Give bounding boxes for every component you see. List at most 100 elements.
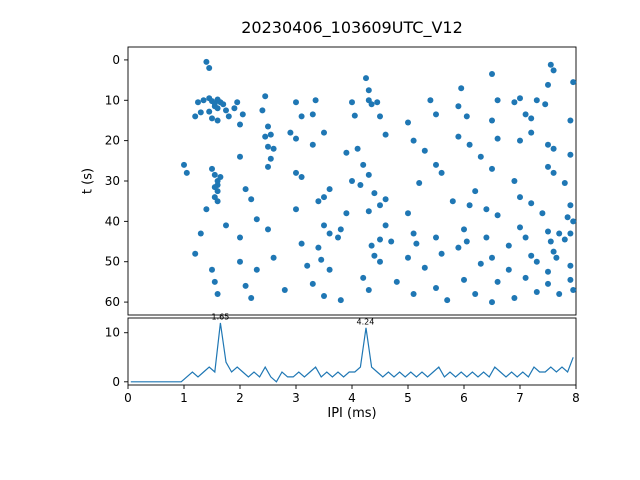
- data-point: [517, 224, 523, 231]
- data-point: [528, 129, 535, 136]
- data-point: [463, 113, 470, 120]
- data-point: [197, 109, 204, 116]
- data-point: [545, 280, 551, 287]
- data-point: [351, 112, 358, 119]
- data-point: [377, 236, 383, 243]
- data-point: [214, 117, 221, 124]
- histogram-plot: 0 10 0 1 2 3 4 5 6 7 8 1.65 4.24: [105, 313, 580, 406]
- data-point: [209, 165, 215, 172]
- data-point: [312, 97, 319, 104]
- data-point: [517, 95, 523, 102]
- data-point: [405, 254, 411, 261]
- data-point: [477, 260, 484, 267]
- data-point: [511, 295, 518, 301]
- data-point: [545, 163, 551, 170]
- data-point: [262, 93, 269, 100]
- data-point: [318, 256, 325, 263]
- data-point: [217, 174, 224, 180]
- data-point: [533, 289, 540, 295]
- data-point: [321, 293, 327, 299]
- data-point: [489, 71, 495, 77]
- data-point: [270, 254, 277, 261]
- data-point: [461, 226, 467, 233]
- y-tick-label: 50: [105, 255, 120, 269]
- data-point: [472, 291, 479, 297]
- data-point: [203, 58, 210, 65]
- data-point: [494, 97, 501, 104]
- data-point: [405, 119, 411, 126]
- data-point: [561, 236, 568, 243]
- x-tick-label: 6: [460, 391, 468, 405]
- y-tick-label: 60: [105, 295, 120, 309]
- data-point: [421, 147, 428, 154]
- data-point: [200, 97, 207, 104]
- data-point: [461, 276, 467, 283]
- data-point: [455, 133, 462, 140]
- data-point: [315, 244, 322, 251]
- data-point: [214, 198, 221, 205]
- data-point: [483, 234, 490, 241]
- data-point: [410, 137, 417, 144]
- data-point: [489, 299, 495, 306]
- y-tick-label: 20: [105, 134, 120, 148]
- data-point: [183, 169, 190, 176]
- data-point: [550, 67, 557, 74]
- data-point: [262, 133, 269, 140]
- data-point: [281, 287, 288, 293]
- data-point: [494, 212, 501, 219]
- data-point: [267, 131, 274, 138]
- data-point: [365, 287, 372, 293]
- data-point: [517, 194, 523, 201]
- data-point: [522, 111, 529, 118]
- data-point: [528, 115, 535, 122]
- data-point: [564, 214, 571, 221]
- data-point: [433, 111, 439, 118]
- data-point: [405, 210, 411, 217]
- data-point: [528, 252, 535, 259]
- data-point: [547, 238, 554, 245]
- data-point: [192, 113, 199, 120]
- data-point: [545, 141, 551, 148]
- data-point: [298, 174, 305, 180]
- data-point: [237, 153, 243, 160]
- data-point: [505, 266, 512, 273]
- data-point: [203, 206, 210, 213]
- data-point: [489, 117, 495, 124]
- x-tick-label: 5: [404, 391, 412, 405]
- data-point: [237, 121, 243, 128]
- data-point: [211, 171, 218, 178]
- x-tick-label: 8: [572, 391, 580, 405]
- data-point: [192, 250, 199, 257]
- x-tick-label: 3: [292, 391, 300, 405]
- data-point: [542, 101, 549, 108]
- x-axis-label: IPI (ms): [327, 406, 377, 421]
- data-point: [270, 145, 277, 152]
- data-point: [349, 178, 355, 184]
- data-point: [357, 182, 364, 188]
- data-point: [298, 113, 305, 120]
- data-point: [265, 123, 271, 130]
- data-point: [517, 137, 523, 144]
- data-point: [253, 266, 260, 273]
- data-point: [265, 226, 271, 233]
- data-point: [326, 266, 333, 273]
- data-point: [547, 61, 554, 68]
- data-point: [265, 163, 271, 170]
- data-point: [567, 151, 574, 158]
- data-point: [225, 113, 232, 120]
- data-point: [309, 280, 316, 287]
- data-point: [556, 291, 563, 297]
- y-tick-label: 0: [112, 375, 120, 389]
- data-point: [483, 206, 490, 213]
- data-point: [365, 87, 372, 94]
- data-point: [214, 188, 221, 195]
- data-point: [382, 222, 389, 229]
- y-tick-label: 40: [105, 214, 120, 228]
- data-point: [438, 250, 445, 257]
- data-point: [365, 171, 372, 178]
- data-point: [206, 108, 213, 115]
- data-point: [354, 145, 361, 152]
- x-tick-label: 0: [124, 391, 132, 405]
- data-point: [267, 155, 274, 162]
